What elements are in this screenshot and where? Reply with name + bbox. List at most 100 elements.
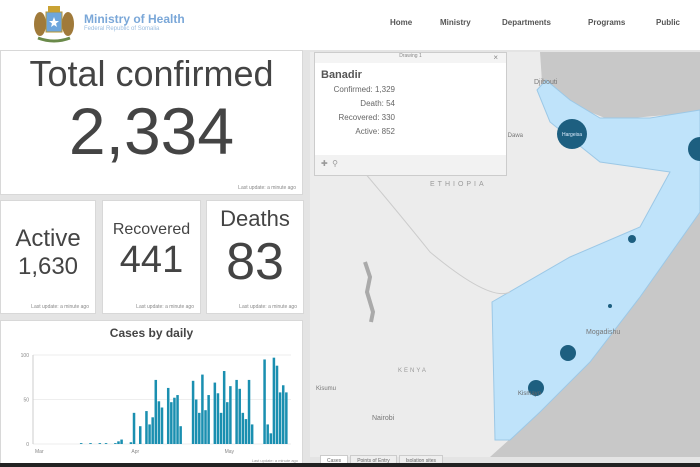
bar <box>173 397 176 444</box>
search-icon[interactable]: ⚲ <box>332 159 339 168</box>
x-tick-label: Mar <box>35 449 44 455</box>
case-marker[interactable] <box>560 345 576 361</box>
brand-title: Ministry of Health <box>84 12 185 26</box>
popup-confirmed: Confirmed: 1,329 <box>333 85 395 94</box>
nav-ministry[interactable]: Ministry <box>440 18 471 27</box>
map-label-mogadishu: Mogadishu <box>586 329 620 336</box>
bar <box>244 419 248 444</box>
case-marker[interactable] <box>628 235 636 243</box>
last-update: Last update: a minute ago <box>31 304 89 310</box>
deaths-value: 83 <box>226 233 284 291</box>
bar <box>194 399 198 444</box>
map-label-hargeisa: Hargeisa <box>562 132 582 138</box>
bar <box>157 401 161 444</box>
recovered-value: 441 <box>119 239 184 281</box>
popup-death: Death: 54 <box>360 99 395 108</box>
top-navbar: Ministry of Health Federal Republic of S… <box>0 0 700 50</box>
case-marker[interactable] <box>608 304 612 308</box>
bar <box>222 371 226 444</box>
nav-public[interactable]: Public <box>656 18 681 27</box>
bar <box>229 386 232 444</box>
nav-programs[interactable]: Programs <box>588 18 626 27</box>
nav-home[interactable]: Home <box>390 18 413 27</box>
bar <box>201 374 204 444</box>
bar <box>191 380 195 444</box>
total-confirmed-label: Total confirmed <box>29 53 274 94</box>
bar <box>241 412 245 444</box>
zoom-to-icon[interactable]: ✚ <box>321 159 328 168</box>
nav-departments[interactable]: Departments <box>502 18 551 27</box>
x-tick-label: May <box>225 449 235 455</box>
close-icon[interactable]: × <box>493 53 498 62</box>
last-update: Last update: a minute ago <box>136 304 194 310</box>
total-confirmed-value: 2,334 <box>68 94 235 168</box>
popup-active: Active: 852 <box>355 127 395 136</box>
sea-indian-ocean <box>490 212 700 457</box>
popup-title: Banadir <box>321 69 362 81</box>
bar <box>272 357 276 444</box>
map-canvas[interactable]: Djibouti Dire Dawa Hargeisa ETHIOPIA KEN… <box>310 52 700 457</box>
bar <box>204 410 207 444</box>
cases-bar-chart: 0 50 100 Mar Apr May Last update: a minute ago <box>21 353 299 463</box>
popup-recovered: Recovered: 330 <box>338 113 395 122</box>
bar <box>129 442 133 444</box>
case-marker[interactable] <box>688 137 700 161</box>
bar <box>250 424 254 444</box>
total-confirmed-card: Total confirmed 2,334 Last update: a min… <box>0 50 303 195</box>
bar <box>281 385 285 444</box>
bar <box>148 424 151 444</box>
bar <box>278 392 282 444</box>
map-label-kismayo: Kismayo <box>518 391 542 397</box>
bar <box>275 365 279 444</box>
bar <box>207 395 210 444</box>
case-marker[interactable] <box>528 380 544 396</box>
map-label-kisumu: Kisumu <box>316 386 336 392</box>
bar <box>266 424 269 444</box>
bar <box>263 359 266 444</box>
bar <box>179 426 182 444</box>
bar <box>176 395 179 444</box>
bar <box>216 393 220 444</box>
bar <box>235 379 238 444</box>
brand-subtitle: Federal Republic of Somalia <box>84 26 160 32</box>
active-value: 1,630 <box>17 253 79 280</box>
bar <box>226 402 229 444</box>
bar <box>170 402 173 444</box>
bar <box>269 433 273 444</box>
somalia-region <box>491 79 700 441</box>
bar <box>160 407 164 444</box>
y-tick-label: 0 <box>26 442 29 448</box>
bar <box>117 441 120 444</box>
bar <box>285 392 288 444</box>
bar <box>213 382 217 444</box>
last-update: Last update: a minute ago <box>252 458 299 463</box>
map-label-dire-dawa: Dire Dawa <box>495 133 524 139</box>
y-tick-label: 100 <box>21 353 30 359</box>
case-marker[interactable] <box>557 119 587 149</box>
bar <box>120 439 123 444</box>
recovered-label: Recovered <box>112 221 191 238</box>
active-card: Active 1,630 Last update: a minute ago <box>0 200 96 314</box>
y-tick-label: 50 <box>23 398 29 404</box>
map-label-djibouti: Djibouti <box>534 79 558 86</box>
deaths-card: Deaths 83 Last update: a minute ago <box>206 200 304 314</box>
x-tick-label: Apr <box>131 449 139 455</box>
bar <box>89 443 92 444</box>
sea-gulf <box>540 52 700 120</box>
map-label-nairobi: Nairobi <box>372 415 395 422</box>
bar <box>138 426 142 444</box>
main-nav: Home Ministry Departments Programs Publi… <box>390 18 700 27</box>
bar <box>79 443 83 444</box>
recovered-card: Recovered 441 Last update: a minute ago <box>102 200 201 314</box>
bar <box>151 417 154 444</box>
bar <box>154 379 158 444</box>
bottom-bar <box>0 463 700 467</box>
bar <box>114 443 117 444</box>
bar <box>219 412 223 444</box>
deaths-label: Deaths <box>220 206 290 231</box>
bar <box>98 443 102 444</box>
bar <box>132 412 136 444</box>
cases-chart-card: Cases by daily 0 50 100 Mar Apr May Last updat… <box>0 320 303 465</box>
map-label-kenya: KENYA <box>398 368 428 374</box>
active-label: Active <box>15 225 81 252</box>
